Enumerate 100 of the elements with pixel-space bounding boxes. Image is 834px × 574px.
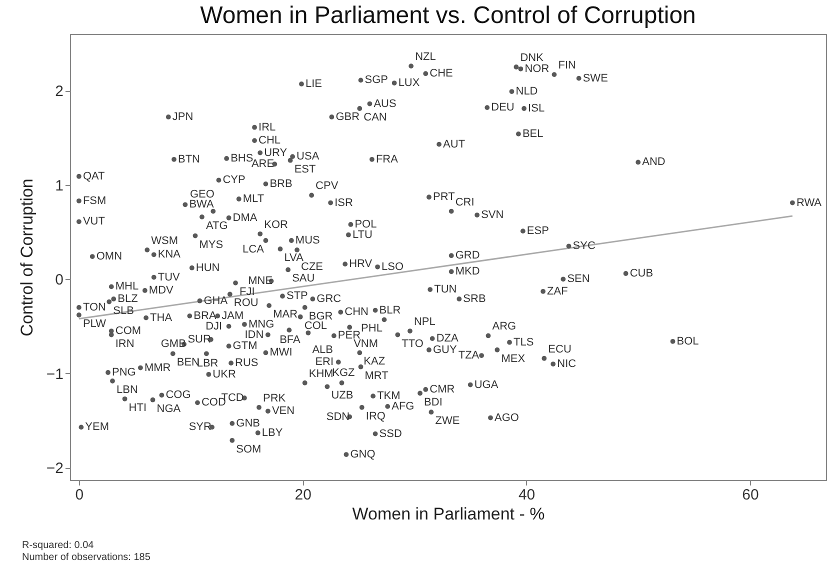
data-label: KGZ bbox=[332, 366, 356, 379]
x-tick-label: 40 bbox=[518, 486, 536, 504]
data-label: BDI bbox=[424, 396, 442, 408]
data-label: PRT bbox=[432, 191, 456, 204]
data-label: MLT bbox=[242, 193, 264, 206]
data-label: ZAF bbox=[547, 285, 568, 298]
data-label: ALB bbox=[312, 344, 334, 356]
data-label: GNB bbox=[236, 417, 260, 430]
data-label: JPN bbox=[172, 110, 194, 123]
data-label: GRC bbox=[316, 292, 342, 305]
data-label: ESP bbox=[526, 225, 549, 238]
data-label: CYP bbox=[222, 174, 246, 186]
data-label: TON bbox=[82, 301, 106, 314]
data-label: SGP bbox=[364, 74, 388, 86]
data-label: SVN bbox=[481, 209, 504, 222]
data-label: LTU bbox=[352, 228, 372, 241]
data-label: CUB bbox=[630, 268, 654, 280]
data-label: CRI bbox=[455, 196, 474, 208]
data-label: BLZ bbox=[118, 292, 138, 305]
data-label: IRQ bbox=[366, 410, 386, 422]
data-label: RWA bbox=[796, 196, 822, 209]
data-label: FSM bbox=[82, 194, 106, 207]
data-label: MYS bbox=[199, 238, 224, 251]
data-label: ATG bbox=[206, 220, 228, 232]
x-axis-title: Women in Parliament - % bbox=[352, 504, 545, 524]
data-label: NZL bbox=[415, 51, 436, 64]
data-label: ZWE bbox=[435, 415, 460, 428]
data-label: MWI bbox=[270, 346, 292, 359]
text: Number of observations: 185 bbox=[22, 552, 150, 564]
data-label: SOM bbox=[236, 443, 262, 456]
data-label: UKR bbox=[212, 368, 236, 380]
data-label: BRB bbox=[270, 178, 292, 190]
data-label: UZB bbox=[331, 390, 354, 402]
data-label: NGA bbox=[156, 402, 182, 415]
data-label: ECU bbox=[548, 343, 572, 356]
text: R-squared: 0.04 bbox=[22, 540, 95, 552]
data-label: ROU bbox=[234, 297, 258, 310]
data-label: IDN bbox=[244, 328, 264, 341]
data-label: THA bbox=[150, 312, 173, 324]
data-label: NIC bbox=[557, 358, 576, 370]
data-label: UGA bbox=[474, 378, 499, 391]
data-label: DEU bbox=[491, 102, 514, 114]
data-label: BWA bbox=[189, 198, 214, 211]
data-label: SDN bbox=[326, 410, 350, 423]
data-label: SUR bbox=[188, 334, 211, 346]
data-label: TTO bbox=[402, 338, 424, 350]
data-label: HRV bbox=[349, 258, 373, 270]
data-label: PRK bbox=[263, 392, 286, 404]
data-label: AND bbox=[642, 156, 666, 168]
data-label: BLR bbox=[379, 304, 401, 316]
data-label: CHL bbox=[258, 134, 281, 147]
data-label: DZA bbox=[436, 332, 460, 345]
data-label: LSO bbox=[382, 260, 404, 273]
data-label: TZA bbox=[458, 350, 480, 362]
data-label: BRA bbox=[194, 310, 217, 322]
data-label: FRA bbox=[376, 153, 399, 166]
data-label: CMR bbox=[430, 383, 455, 396]
data-label: LBN bbox=[116, 384, 138, 396]
data-label: TUN bbox=[434, 284, 457, 296]
data-label: SLB bbox=[113, 304, 134, 317]
data-label: BHS bbox=[230, 152, 254, 164]
data-label: BTN bbox=[178, 153, 200, 166]
data-label: HUN bbox=[196, 262, 220, 274]
data-label: USA bbox=[296, 150, 320, 163]
data-label: PNG bbox=[112, 366, 136, 379]
x-tick-label: 60 bbox=[742, 486, 759, 504]
data-label: ISL bbox=[528, 102, 545, 114]
data-label: MUS bbox=[295, 234, 320, 246]
data-label: OMN bbox=[96, 250, 122, 263]
data-label: FJI bbox=[240, 286, 255, 298]
data-label: NOR bbox=[524, 62, 550, 75]
data-label: TLS bbox=[514, 336, 534, 348]
data-label: KOR bbox=[264, 218, 288, 231]
data-label: KAZ bbox=[364, 356, 386, 368]
data-label: AFG bbox=[392, 400, 414, 412]
y-tick-label: 2 bbox=[55, 83, 64, 100]
data-label: TUV bbox=[158, 271, 181, 284]
data-label: JAM bbox=[222, 310, 244, 322]
data-label: MAR bbox=[273, 308, 298, 321]
data-label: YEM bbox=[85, 421, 110, 434]
data-label: ARE bbox=[251, 158, 274, 170]
data-label: MMR bbox=[144, 362, 171, 374]
data-label: PLW bbox=[82, 318, 107, 330]
data-label: SEN bbox=[567, 273, 590, 286]
data-label: SRB bbox=[463, 292, 486, 305]
data-label: LIE bbox=[305, 78, 322, 90]
data-label: LUX bbox=[398, 77, 420, 90]
data-label: GMB bbox=[160, 338, 186, 350]
data-label: FIN bbox=[558, 60, 576, 72]
data-label: MEX bbox=[501, 352, 526, 365]
data-label: GEO bbox=[190, 188, 215, 200]
data-label: EST bbox=[294, 163, 316, 176]
data-label: CPV bbox=[316, 180, 339, 192]
data-label: SYR bbox=[188, 421, 212, 434]
data-label: NPL bbox=[414, 316, 436, 328]
data-label: URY bbox=[264, 146, 288, 159]
data-label: RUS bbox=[235, 357, 258, 370]
y-axis-title: Control of Corruption bbox=[17, 178, 36, 336]
data-label: ERI bbox=[315, 356, 334, 368]
data-label: CAN bbox=[364, 111, 387, 124]
